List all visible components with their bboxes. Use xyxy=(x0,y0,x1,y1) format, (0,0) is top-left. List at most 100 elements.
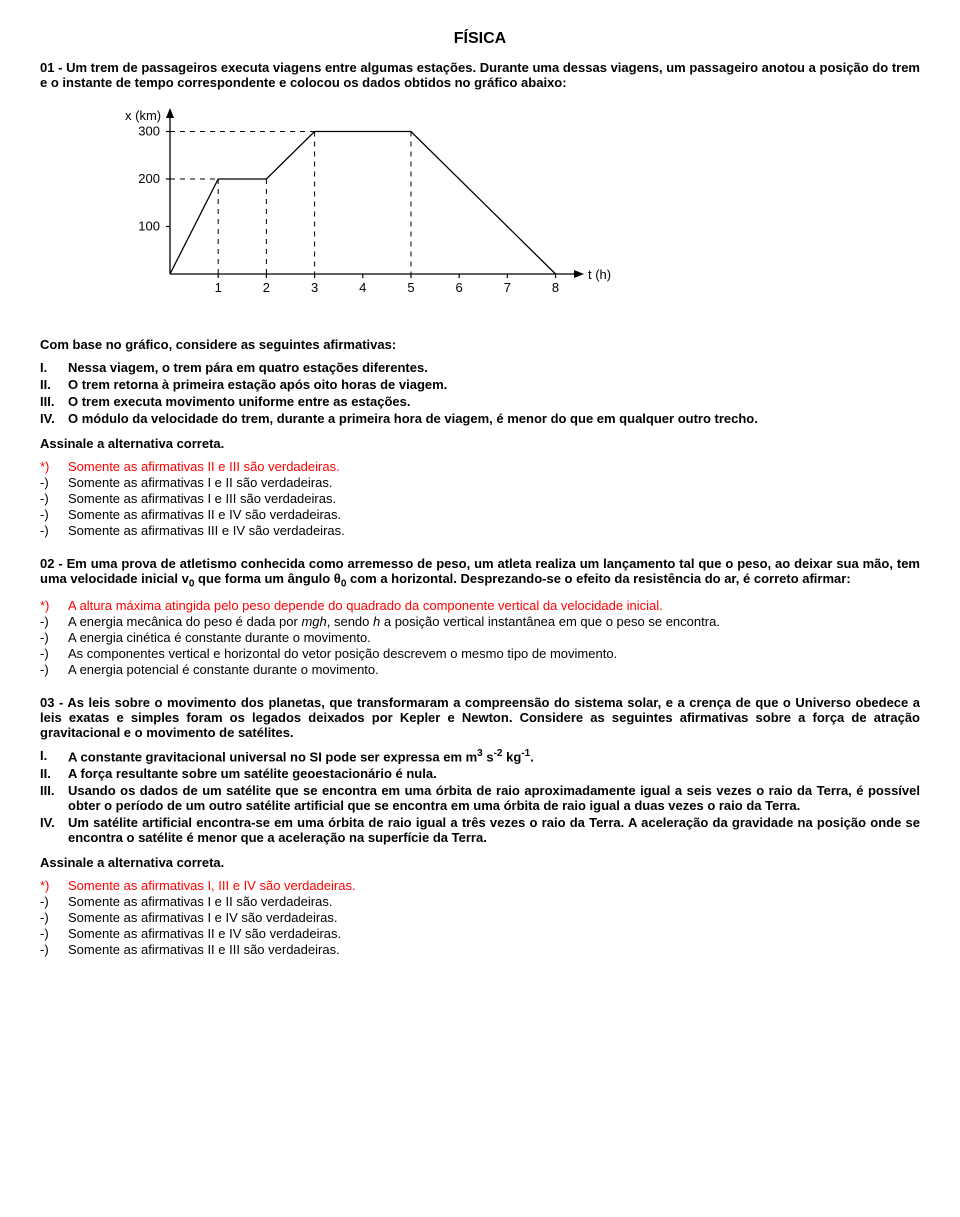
svg-text:200: 200 xyxy=(138,171,160,186)
option-text: Somente as afirmativas II e IV são verda… xyxy=(68,507,920,522)
q3-prefix: 03 - xyxy=(40,695,63,710)
svg-text:1: 1 xyxy=(215,280,222,295)
q3-assinale: Assinale a alternativa correta. xyxy=(40,855,920,870)
option-text: Somente as afirmativas II e III são verd… xyxy=(68,942,920,957)
q2-intro: 02 - Em uma prova de atletismo conhecida… xyxy=(40,556,920,590)
roman-num: III. xyxy=(40,783,68,813)
option-marker: -) xyxy=(40,614,68,629)
option-marker: -) xyxy=(40,507,68,522)
option-item: *)Somente as afirmativas I, III e IV são… xyxy=(40,878,920,893)
roman-text: A constante gravitacional universal no S… xyxy=(68,748,920,764)
option-text: Somente as afirmativas II e III são verd… xyxy=(68,459,920,474)
roman-num: II. xyxy=(40,377,68,392)
roman-text: A força resultante sobre um satélite geo… xyxy=(68,766,920,781)
roman-num: IV. xyxy=(40,411,68,426)
option-item: -)A energia cinética é constante durante… xyxy=(40,630,920,645)
option-item: -)Somente as afirmativas I e II são verd… xyxy=(40,894,920,909)
q1-prefix: 01 - xyxy=(40,60,62,75)
roman-num: I. xyxy=(40,748,68,764)
option-marker: -) xyxy=(40,910,68,925)
option-marker: *) xyxy=(40,459,68,474)
svg-text:300: 300 xyxy=(138,124,160,139)
roman-item: IV.Um satélite artificial encontra-se em… xyxy=(40,815,920,845)
option-item: -)Somente as afirmativas II e III são ve… xyxy=(40,942,920,957)
svg-text:6: 6 xyxy=(456,280,463,295)
option-marker: -) xyxy=(40,491,68,506)
option-item: -)Somente as afirmativas II e IV são ver… xyxy=(40,926,920,941)
q3-roman-list: I.A constante gravitacional universal no… xyxy=(40,748,920,845)
q2-intro-c: com a horizontal. Desprezando-se o efeit… xyxy=(346,571,850,586)
q1-afirm-intro: Com base no gráfico, considere as seguin… xyxy=(40,337,920,352)
option-text: Somente as afirmativas I, III e IV são v… xyxy=(68,878,920,893)
option-text: Somente as afirmativas I e II são verdad… xyxy=(68,475,920,490)
option-marker: -) xyxy=(40,630,68,645)
option-item: -)Somente as afirmativas III e IV são ve… xyxy=(40,523,920,538)
q3-options: *)Somente as afirmativas I, III e IV são… xyxy=(40,878,920,957)
roman-item: II.O trem retorna à primeira estação apó… xyxy=(40,377,920,392)
roman-num: III. xyxy=(40,394,68,409)
q1-assinale: Assinale a alternativa correta. xyxy=(40,436,920,451)
option-item: -)Somente as afirmativas II e IV são ver… xyxy=(40,507,920,522)
svg-text:5: 5 xyxy=(407,280,414,295)
option-text: Somente as afirmativas I e III são verda… xyxy=(68,491,920,506)
option-text: A energia mecânica do peso é dada por mg… xyxy=(68,614,920,629)
option-text: A energia potencial é constante durante … xyxy=(68,662,920,677)
roman-text: Usando os dados de um satélite que se en… xyxy=(68,783,920,813)
roman-text: Nessa viagem, o trem pára em quatro esta… xyxy=(68,360,920,375)
page-title: FÍSICA xyxy=(40,30,920,48)
option-marker: *) xyxy=(40,878,68,893)
svg-text:4: 4 xyxy=(359,280,366,295)
roman-item: IV.O módulo da velocidade do trem, duran… xyxy=(40,411,920,426)
option-text: Somente as afirmativas I e II são verdad… xyxy=(68,894,920,909)
option-item: -)Somente as afirmativas I e IV são verd… xyxy=(40,910,920,925)
svg-text:3: 3 xyxy=(311,280,318,295)
option-text: Somente as afirmativas II e IV são verda… xyxy=(68,926,920,941)
q3-intro-text: As leis sobre o movimento dos planetas, … xyxy=(40,695,920,740)
option-marker: -) xyxy=(40,662,68,677)
svg-text:t (h): t (h) xyxy=(588,267,611,282)
option-text: Somente as afirmativas III e IV são verd… xyxy=(68,523,920,538)
option-marker: -) xyxy=(40,646,68,661)
svg-text:100: 100 xyxy=(138,219,160,234)
roman-num: I. xyxy=(40,360,68,375)
option-marker: -) xyxy=(40,894,68,909)
option-marker: -) xyxy=(40,523,68,538)
roman-text: O trem executa movimento uniforme entre … xyxy=(68,394,920,409)
q1-intro-text: Um trem de passageiros executa viagens e… xyxy=(40,60,920,90)
option-item: -)A energia potencial é constante durant… xyxy=(40,662,920,677)
option-item: *)A altura máxima atingida pelo peso dep… xyxy=(40,598,920,613)
roman-text: Um satélite artificial encontra-se em um… xyxy=(68,815,920,845)
q2-intro-b: que forma um ângulo θ xyxy=(194,571,340,586)
option-text: A energia cinética é constante durante o… xyxy=(68,630,920,645)
option-text: As componentes vertical e horizontal do … xyxy=(68,646,920,661)
q1-chart: 10020030012345678x (km)t (h) xyxy=(100,104,920,317)
roman-item: I.Nessa viagem, o trem pára em quatro es… xyxy=(40,360,920,375)
option-marker: *) xyxy=(40,598,68,613)
q1-roman-list: I.Nessa viagem, o trem pára em quatro es… xyxy=(40,360,920,426)
option-marker: -) xyxy=(40,926,68,941)
option-item: -)Somente as afirmativas I e III são ver… xyxy=(40,491,920,506)
roman-text: O trem retorna à primeira estação após o… xyxy=(68,377,920,392)
option-text: A altura máxima atingida pelo peso depen… xyxy=(68,598,920,613)
q3-intro: 03 - As leis sobre o movimento dos plane… xyxy=(40,695,920,740)
svg-text:x (km): x (km) xyxy=(125,108,161,123)
roman-item: III.O trem executa movimento uniforme en… xyxy=(40,394,920,409)
roman-num: II. xyxy=(40,766,68,781)
svg-text:8: 8 xyxy=(552,280,559,295)
roman-text: O módulo da velocidade do trem, durante … xyxy=(68,411,920,426)
q1-intro: 01 - Um trem de passageiros executa viag… xyxy=(40,60,920,90)
roman-item: II.A força resultante sobre um satélite … xyxy=(40,766,920,781)
option-item: -)Somente as afirmativas I e II são verd… xyxy=(40,475,920,490)
svg-text:2: 2 xyxy=(263,280,270,295)
option-text: Somente as afirmativas I e IV são verdad… xyxy=(68,910,920,925)
roman-item: III.Usando os dados de um satélite que s… xyxy=(40,783,920,813)
option-item: -)As componentes vertical e horizontal d… xyxy=(40,646,920,661)
option-marker: -) xyxy=(40,942,68,957)
q2-options: *)A altura máxima atingida pelo peso dep… xyxy=(40,598,920,677)
option-item: -)A energia mecânica do peso é dada por … xyxy=(40,614,920,629)
position-time-chart: 10020030012345678x (km)t (h) xyxy=(100,104,620,314)
option-marker: -) xyxy=(40,475,68,490)
q2-prefix: 02 - xyxy=(40,556,63,571)
roman-num: IV. xyxy=(40,815,68,845)
roman-item: I.A constante gravitacional universal no… xyxy=(40,748,920,764)
